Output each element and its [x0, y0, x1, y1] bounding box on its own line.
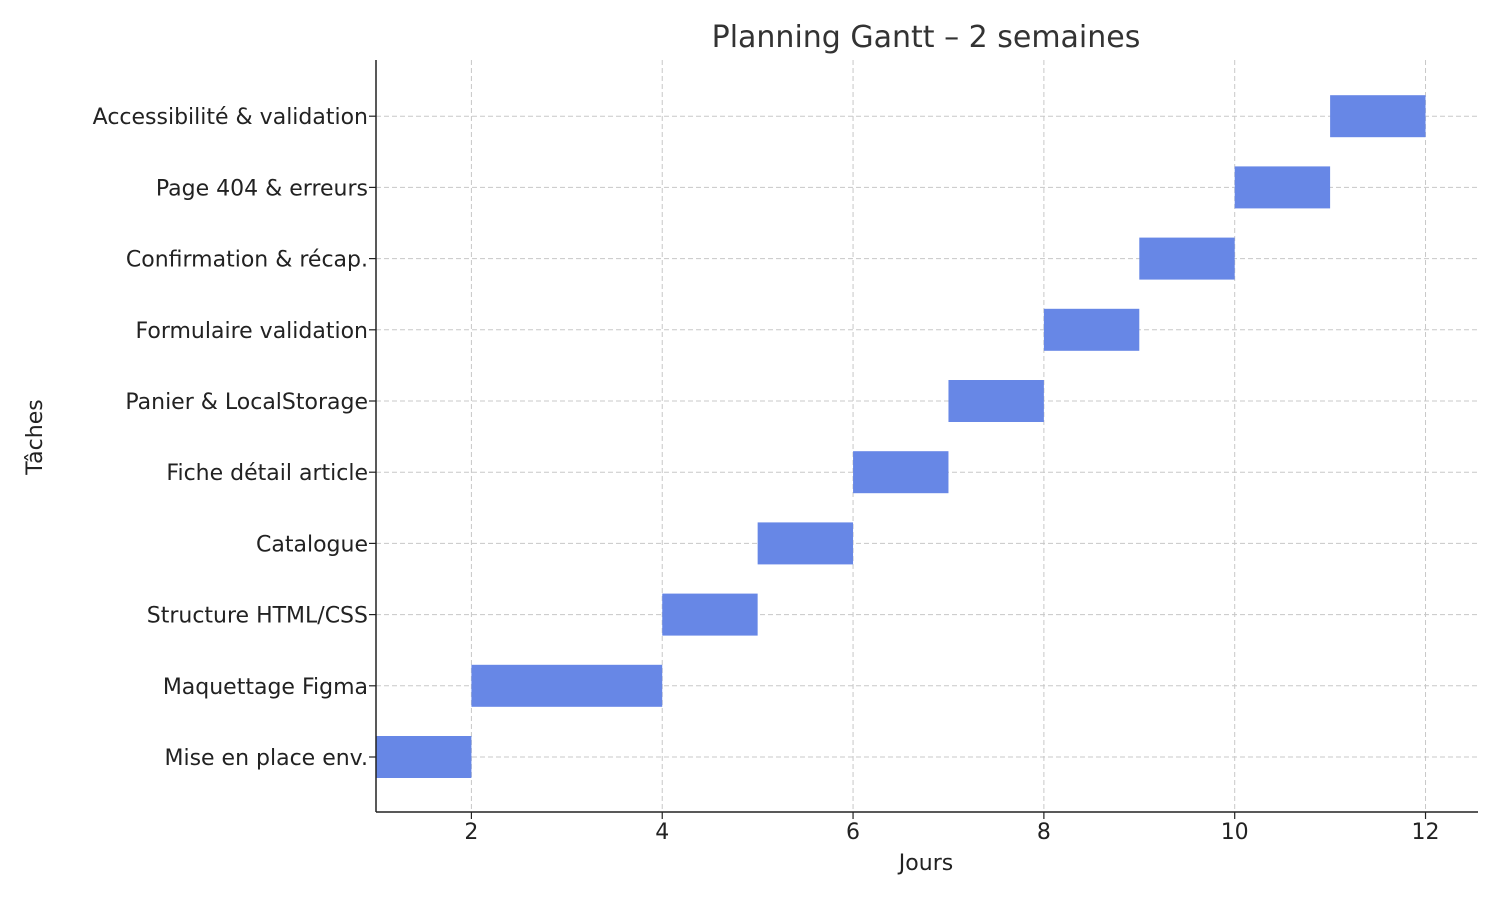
task-bar	[376, 736, 472, 778]
task-bar	[757, 522, 854, 565]
task-bar	[1043, 308, 1140, 351]
task-label: Fiche détail article	[166, 461, 368, 486]
x-tick-label: 8	[1037, 820, 1051, 845]
task-label: Page 404 & erreurs	[156, 176, 368, 201]
x-axis-label: Jours	[897, 851, 953, 876]
axes-layer	[375, 60, 1478, 813]
task-bar	[471, 664, 663, 707]
task-label: Confirmation & récap.	[126, 248, 368, 273]
x-tick-label: 10	[1221, 820, 1249, 845]
task-label: Panier & LocalStorage	[125, 390, 368, 415]
task-label: Accessibilité & validation	[93, 105, 368, 130]
x-tick-label: 6	[846, 820, 860, 845]
task-label: Mise en place env.	[164, 746, 368, 771]
task-bar	[948, 380, 1044, 422]
task-label: Maquettage Figma	[163, 675, 368, 700]
chart-title: Planning Gantt – 2 semaines	[712, 20, 1141, 55]
task-bar	[662, 593, 758, 636]
x-tick-label: 4	[655, 820, 669, 845]
x-tick-label: 12	[1412, 820, 1440, 845]
bars-layer	[376, 95, 1426, 778]
task-label: Formulaire validation	[136, 319, 368, 344]
task-label: Structure HTML/CSS	[147, 604, 368, 629]
task-bar	[1234, 166, 1331, 209]
x-tick-label: 2	[464, 820, 478, 845]
task-bar	[1139, 237, 1235, 280]
task-label: Catalogue	[256, 532, 368, 557]
y-ticks: Mise en place env. Maquettage Figma Struct…	[93, 105, 376, 771]
task-bar	[853, 451, 949, 494]
y-axis-label: Tâches	[23, 399, 48, 475]
task-bar	[1330, 95, 1426, 138]
x-ticks: 2 4 6 8 10 12	[464, 812, 1440, 845]
